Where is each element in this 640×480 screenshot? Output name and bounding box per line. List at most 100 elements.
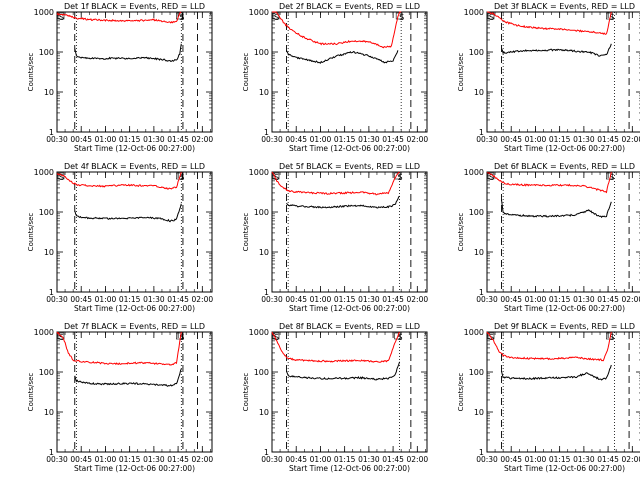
x-tick-label: 01:15 bbox=[119, 295, 141, 304]
y-tick-label: 10 bbox=[44, 88, 54, 97]
y-tick-label: 1000 bbox=[249, 8, 269, 17]
y-tick-label: 1 bbox=[479, 448, 484, 457]
y-tick-label: 10 bbox=[259, 408, 269, 417]
corner-label: S bbox=[274, 13, 279, 22]
x-tick-label: 01:30 bbox=[358, 455, 380, 464]
x-tick-label: 00:45 bbox=[285, 295, 307, 304]
x-tick-label: 01:15 bbox=[334, 295, 356, 304]
y-tick-label: 1 bbox=[49, 448, 54, 457]
series-events-line bbox=[74, 203, 182, 223]
x-tick-label: 01:45 bbox=[597, 135, 619, 144]
x-tick-label: 02:00 bbox=[407, 295, 429, 304]
x-tick-label: 01:30 bbox=[143, 295, 165, 304]
y-tick-label: 1 bbox=[479, 128, 484, 137]
plot-frame bbox=[486, 331, 640, 453]
series-events-line bbox=[501, 43, 612, 57]
x-tick-label: 00:30 bbox=[261, 295, 283, 304]
panel-det-5: Det 5f BLACK = Events, RED = LLD 1 10 100 10… bbox=[242, 162, 428, 313]
plot-frame bbox=[271, 11, 428, 133]
plot-frame bbox=[486, 171, 640, 293]
x-tick-label: 00:45 bbox=[70, 295, 92, 304]
y-tick-label: 10 bbox=[44, 248, 54, 257]
x-tick-label: 01:15 bbox=[119, 455, 141, 464]
x-tick-label: 01:15 bbox=[549, 295, 571, 304]
series-lld-line bbox=[56, 11, 182, 24]
corner-label: S bbox=[179, 173, 184, 182]
y-axis-label: Counts/sec bbox=[27, 213, 35, 252]
panel-det-7: Det 7f BLACK = Events, RED = LLD 1 10 100 10… bbox=[27, 322, 213, 473]
corner-box bbox=[394, 332, 401, 340]
series-events-line bbox=[286, 50, 399, 64]
x-tick-label: 01:45 bbox=[597, 455, 619, 464]
panel-title: Det 9f BLACK = Events, RED = LLD bbox=[494, 322, 635, 331]
x-tick-label: 01:30 bbox=[143, 455, 165, 464]
x-tick-label: 02:00 bbox=[622, 455, 640, 464]
series-lld-line bbox=[56, 331, 182, 366]
y-tick-label: 1 bbox=[49, 288, 54, 297]
y-tick-label: 1 bbox=[479, 288, 484, 297]
x-tick-label: 01:45 bbox=[167, 455, 189, 464]
y-axis-label: Counts/sec bbox=[457, 373, 465, 412]
x-tick-label: 01:45 bbox=[597, 295, 619, 304]
y-tick-label: 100 bbox=[39, 208, 54, 217]
series-events-line bbox=[74, 368, 182, 387]
plot-frame bbox=[486, 11, 640, 133]
x-axis-label: Start Time (12-Oct-06 00:27:00) bbox=[74, 464, 195, 473]
x-tick-label: 01:15 bbox=[119, 135, 141, 144]
corner-label: S bbox=[398, 333, 403, 342]
x-tick-label: 01:00 bbox=[525, 135, 547, 144]
x-tick-label: 01:30 bbox=[358, 135, 380, 144]
x-axis-label: Start Time (12-Oct-06 00:27:00) bbox=[504, 304, 625, 313]
corner-box bbox=[176, 332, 183, 340]
panel-title: Det 1f BLACK = Events, RED = LLD bbox=[64, 2, 205, 11]
x-tick-label: 00:45 bbox=[285, 135, 307, 144]
x-tick-label: 00:45 bbox=[70, 455, 92, 464]
series-events-line bbox=[286, 361, 401, 381]
y-tick-label: 1000 bbox=[34, 168, 54, 177]
panel-title: Det 5f BLACK = Events, RED = LLD bbox=[279, 162, 420, 171]
y-tick-label: 100 bbox=[254, 368, 269, 377]
corner-box bbox=[57, 12, 65, 20]
x-axis-label: Start Time (12-Oct-06 00:27:00) bbox=[74, 144, 195, 153]
series-events-line bbox=[286, 195, 400, 209]
y-tick-label: 1000 bbox=[464, 328, 484, 337]
panel-title: Det 7f BLACK = Events, RED = LLD bbox=[64, 322, 205, 331]
y-tick-label: 1000 bbox=[34, 328, 54, 337]
corner-label: S bbox=[399, 13, 404, 22]
panel-det-3: Det 3f BLACK = Events, RED = LLD 1 10 100 10… bbox=[457, 2, 640, 153]
x-tick-label: 01:30 bbox=[573, 135, 595, 144]
plot-frame bbox=[56, 171, 213, 293]
series-lld-line bbox=[272, 11, 402, 49]
panel-det-6: Det 6f BLACK = Events, RED = LLD 1 10 100 10… bbox=[457, 162, 640, 313]
x-tick-label: 02:00 bbox=[192, 135, 214, 144]
x-tick-label: 01:15 bbox=[334, 455, 356, 464]
y-tick-label: 1 bbox=[264, 448, 269, 457]
x-tick-label: 00:30 bbox=[46, 295, 68, 304]
corner-label: S bbox=[179, 13, 184, 22]
x-axis-label: Start Time (12-Oct-06 00:27:00) bbox=[289, 304, 410, 313]
plot-frame bbox=[271, 171, 428, 293]
panel-title: Det 2f BLACK = Events, RED = LLD bbox=[279, 2, 420, 11]
x-tick-label: 00:45 bbox=[500, 295, 522, 304]
plot-frame bbox=[56, 331, 213, 453]
corner-label: S bbox=[489, 13, 494, 22]
y-axis-label: Counts/sec bbox=[242, 213, 250, 252]
x-tick-label: 00:30 bbox=[46, 455, 68, 464]
corner-label: S bbox=[59, 173, 64, 182]
y-tick-label: 10 bbox=[44, 408, 54, 417]
y-axis-label: Counts/sec bbox=[457, 213, 465, 252]
corner-label: S bbox=[609, 173, 614, 182]
panel-title: Det 6f BLACK = Events, RED = LLD bbox=[494, 162, 635, 171]
series-lld-line bbox=[56, 171, 182, 190]
x-tick-label: 01:00 bbox=[310, 455, 332, 464]
series-lld-line bbox=[487, 11, 612, 35]
panel-title: Det 8f BLACK = Events, RED = LLD bbox=[279, 322, 420, 331]
y-axis-label: Counts/sec bbox=[457, 53, 465, 92]
x-tick-label: 02:00 bbox=[622, 295, 640, 304]
y-tick-label: 100 bbox=[469, 368, 484, 377]
series-lld-line bbox=[486, 331, 612, 362]
x-tick-label: 01:45 bbox=[167, 135, 189, 144]
x-tick-label: 01:00 bbox=[310, 295, 332, 304]
series-events-line bbox=[501, 199, 612, 219]
